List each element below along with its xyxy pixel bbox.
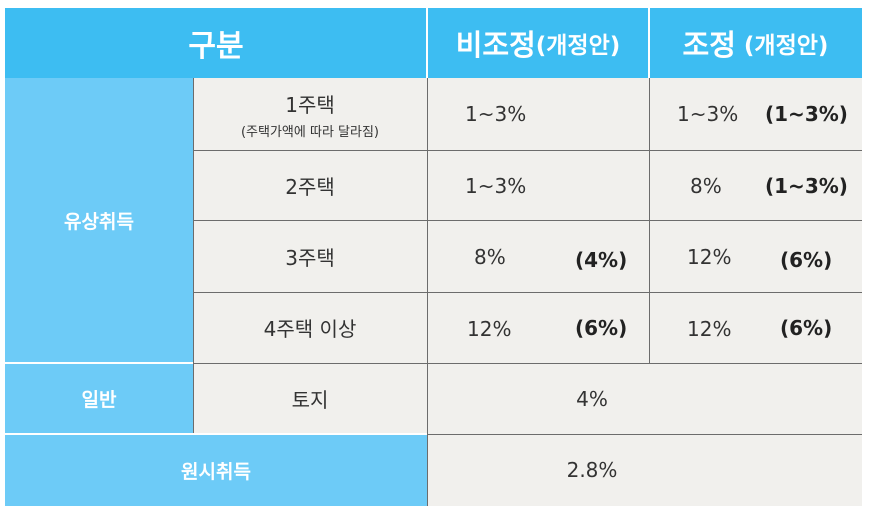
group-general: 일반 [5,363,193,434]
row-4-reg-new: (6%) [780,316,833,340]
row-4-reg: 12% [687,317,732,341]
header-category: 구분 [5,8,427,78]
group-original-acquisition: 원시취득 [5,434,427,506]
row-3-reg-new: (6%) [780,248,833,272]
row-4-label: 4주택 이상 [193,292,427,363]
row-1-reg-new: (1~3%) [765,102,848,126]
row-4-label-main: 4주택 이상 [263,317,357,341]
row-2-reg-new: (1~3%) [765,174,848,198]
original-value: 2.8% [427,434,757,506]
row-1-label-main: 1주택 [285,92,335,117]
row-4-nonreg: 12% [467,317,512,341]
row-2-nonreg: 1~3% [465,174,527,198]
group-paid-acquisition-text: 유상취득 [64,211,134,233]
land-value: 4% [427,363,757,434]
row-2-reg: 8% [690,174,722,198]
header-non-regulated-sub: (개정안) [535,33,621,59]
row-2-label-main: 2주택 [285,174,335,199]
row-3-nonreg: 8% [474,245,506,269]
acquisition-tax-table: 구분 비조정 (개정안) 조정 (개정안) 유상취득 일반 원시취득 1주택 (주택… [5,8,862,506]
row-2-label: 2주택 [193,150,427,220]
header-regulated: 조정 (개정안) [649,8,862,78]
land-label-text: 토지 [291,388,329,412]
row-3-label-main: 3주택 [285,245,335,270]
group-original-acquisition-text: 원시취득 [181,460,251,483]
row-3-reg: 12% [687,245,732,269]
row-1-nonreg: 1~3% [465,102,527,126]
row-1-label-sub: (주택가액에 따라 달라짐) [240,124,379,140]
header-regulated-sub: (개정안) [743,33,829,59]
land-label: 토지 [193,363,427,434]
group-paid-acquisition: 유상취득 [5,78,193,363]
group-general-text: 일반 [81,389,117,411]
land-value-text: 4% [576,386,608,411]
original-acquisition-value-cell [427,434,862,506]
row-3-label: 3주택 [193,220,427,292]
row-1-reg: 1~3% [677,102,739,126]
table-body [193,78,862,434]
row-4-nonreg-new: (6%) [575,316,628,340]
header-non-regulated-main: 비조정 [455,28,536,62]
header-category-text: 구분 [188,29,244,64]
header-regulated-main: 조정 [682,28,736,62]
original-value-text: 2.8% [566,458,618,482]
row-1-label: 1주택 (주택가액에 따라 달라짐) [193,78,427,150]
row-3-nonreg-new: (4%) [575,248,628,272]
header-non-regulated: 비조정 (개정안) [427,8,649,78]
